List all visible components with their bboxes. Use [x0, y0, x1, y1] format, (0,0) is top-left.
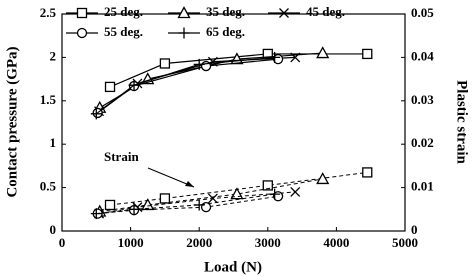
marker [104, 81, 116, 93]
marker [76, 27, 88, 39]
pressure-line [95, 56, 275, 115]
marker [279, 8, 289, 18]
marker [207, 193, 218, 204]
marker [362, 48, 373, 60]
strain-line [97, 195, 279, 215]
marker [177, 6, 191, 19]
y2-tick-label: 0.01 [411, 179, 434, 194]
marker [76, 7, 88, 19]
strain-line [99, 178, 323, 212]
strain-line [98, 191, 296, 215]
y-tick-label: 0.5 [40, 179, 57, 194]
annotation-arrowhead [185, 181, 194, 187]
legend-label: 55 deg. [104, 24, 143, 39]
marker [159, 193, 171, 204]
x-tick-label: 0 [59, 235, 66, 250]
y2-tick-label: 0.04 [411, 48, 434, 63]
marker [269, 188, 281, 200]
legend-label: 65 deg. [206, 24, 245, 39]
y2-axis-label: Plastic strain [454, 80, 470, 164]
y-tick-label: 1.5 [40, 92, 57, 107]
annotation: Strain [104, 149, 139, 164]
x-tick-label: 5000 [392, 235, 418, 250]
x-tick-label: 4000 [323, 235, 349, 250]
y-tick-label: 2 [50, 48, 57, 63]
y-tick-label: 2.5 [40, 5, 57, 20]
marker [193, 199, 205, 211]
legend-label: 35 deg. [206, 4, 245, 19]
marker [90, 108, 102, 120]
y-tick-label: 0 [50, 222, 57, 237]
x-tick-label: 2000 [186, 235, 212, 250]
y2-tick-label: 0.05 [411, 5, 434, 20]
strain-line [96, 193, 275, 215]
y2-tick-label: 0.03 [411, 92, 434, 107]
x-axis-label: Load (N) [204, 259, 262, 275]
marker [193, 58, 205, 70]
x-tick-label: 3000 [255, 235, 281, 250]
marker [362, 167, 373, 178]
marker [269, 51, 281, 63]
marker [290, 186, 301, 197]
marker [178, 27, 190, 39]
pressure-line [99, 52, 323, 109]
x-tick-label: 1000 [118, 235, 144, 250]
y2-tick-label: 0.02 [411, 135, 434, 150]
strain-line [109, 171, 368, 206]
y-tick-label: 1 [50, 135, 57, 150]
marker [159, 58, 171, 69]
plot-frame [61, 13, 406, 232]
marker [262, 180, 273, 191]
y-axis-label: Contact pressure (GPa) [4, 46, 20, 197]
legend-label: 25 deg. [104, 4, 143, 19]
marker [290, 52, 301, 63]
pressure-line [97, 58, 279, 114]
marker [128, 79, 140, 91]
y2-tick-label: 0 [411, 222, 418, 237]
marker [316, 46, 330, 59]
marker [128, 203, 140, 215]
legend-label: 45 deg. [306, 4, 345, 19]
marker [316, 172, 330, 185]
marker [104, 199, 116, 211]
marker [90, 208, 102, 220]
